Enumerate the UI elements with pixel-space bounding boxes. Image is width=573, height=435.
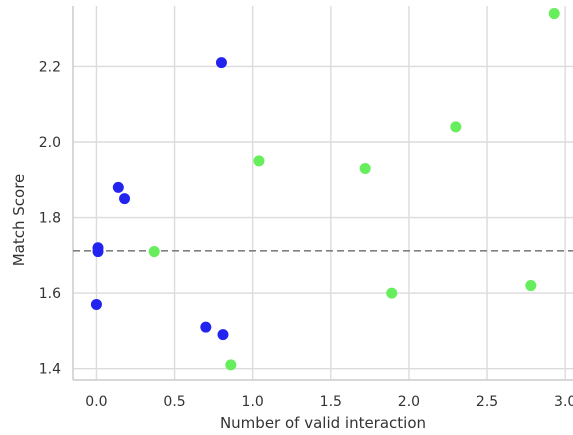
y-tick-labels: 1.4 1.6 1.8 2.0 2.2 [39, 59, 61, 377]
x-tick-label: 1.5 [320, 394, 342, 410]
data-point [386, 287, 398, 299]
plot-frame [72, 6, 573, 381]
data-point [200, 321, 212, 333]
data-point [217, 329, 229, 341]
x-tick-label: 2.5 [476, 394, 498, 410]
x-tick-label: 1.0 [242, 394, 264, 410]
data-point [253, 155, 265, 167]
x-tick-label: 0.0 [85, 394, 107, 410]
grid [73, 6, 573, 380]
data-point [450, 121, 462, 133]
data-point [225, 359, 237, 371]
y-tick-label: 1.4 [39, 362, 61, 378]
data-point [90, 298, 102, 310]
data-point [525, 280, 537, 292]
x-tick-label: 3.0 [554, 394, 573, 410]
data-point [119, 193, 131, 205]
y-tick-label: 1.8 [39, 211, 61, 227]
y-tick-label: 1.6 [39, 286, 61, 302]
data-point [92, 242, 104, 254]
x-tick-labels: 0.0 0.5 1.0 1.5 2.0 2.5 3.0 [85, 394, 573, 410]
x-tick-label: 2.0 [398, 394, 420, 410]
y-tick-label: 2.2 [39, 59, 61, 75]
data-point [548, 8, 560, 20]
x-axis-label: Number of valid interaction [220, 414, 426, 432]
data-point [112, 181, 124, 193]
y-axis-label: Match Score [10, 174, 28, 267]
data-point [359, 162, 371, 174]
x-tick-label: 0.5 [163, 394, 185, 410]
data-point [215, 57, 227, 69]
y-tick-label: 2.0 [39, 135, 61, 151]
data-point [148, 246, 160, 258]
data-points [90, 8, 560, 371]
